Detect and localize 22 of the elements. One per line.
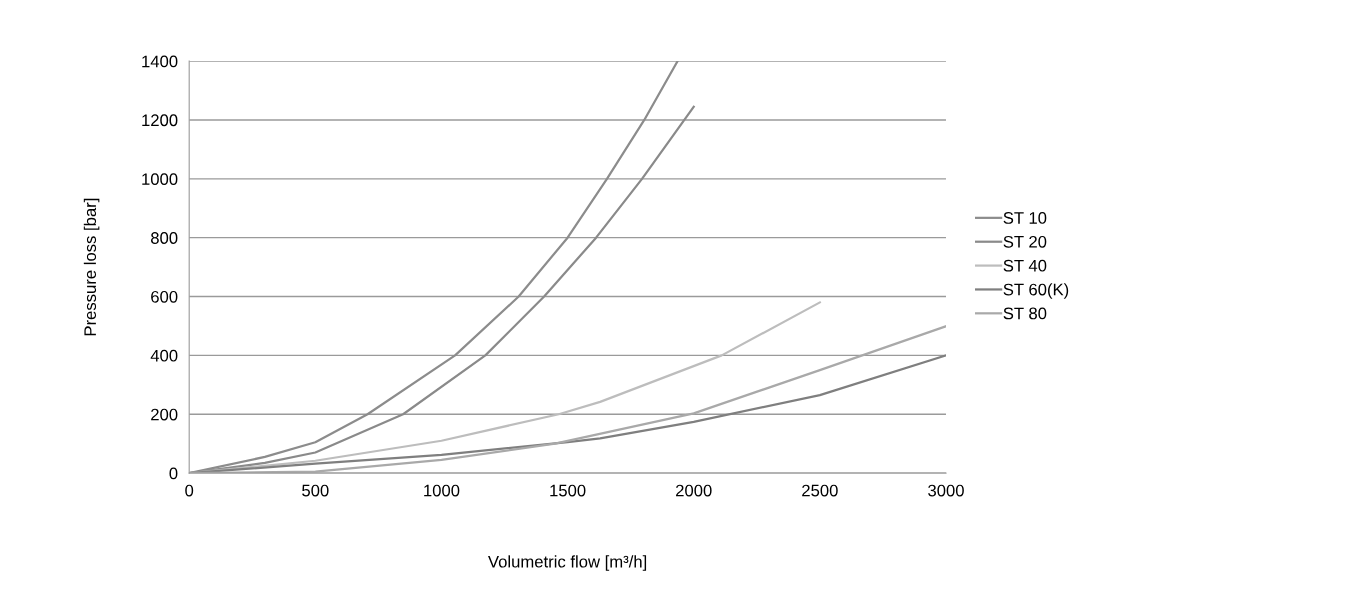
x-tick-label: 2500 (802, 484, 838, 497)
y-tick-label: 800 (151, 232, 178, 244)
y-tick-label: 600 (151, 290, 178, 303)
y-tick-label: 1200 (142, 114, 178, 127)
y-tick-label: 1000 (142, 173, 178, 186)
legend-label: ST 20 (1003, 235, 1047, 248)
x-tick-label: 0 (185, 484, 194, 497)
x-tick-label: 2000 (676, 484, 712, 497)
y-axis-title: Pressure loss [bar] (83, 198, 100, 336)
x-axis-title: Volumetric flow [m³/h] (488, 555, 647, 571)
y-tick-label: 1400 (142, 55, 178, 68)
y-tick-label: 0 (169, 467, 178, 480)
x-tick-label: 3000 (928, 484, 964, 497)
y-tick-label: 200 (151, 408, 178, 421)
y-tick-label: 400 (150, 349, 178, 362)
x-tick-label: 500 (302, 484, 329, 497)
legend-label: ST 80 (1003, 307, 1047, 320)
legend-label: ST 40 (1003, 259, 1047, 272)
x-tick-label: 1000 (424, 484, 460, 497)
x-tick-label: 1500 (550, 484, 586, 497)
legend-label: ST 10 (1003, 212, 1047, 224)
legend-label: ST 60(K) (1003, 283, 1069, 299)
